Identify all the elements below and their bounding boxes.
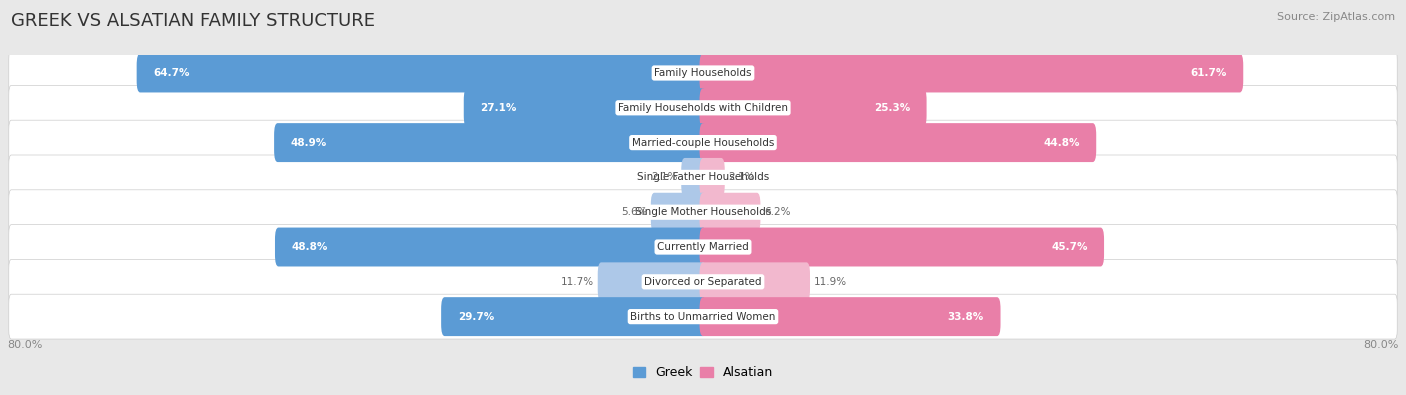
FancyBboxPatch shape bbox=[8, 294, 1398, 339]
FancyBboxPatch shape bbox=[700, 88, 927, 127]
Text: Source: ZipAtlas.com: Source: ZipAtlas.com bbox=[1277, 12, 1395, 22]
Text: 80.0%: 80.0% bbox=[7, 340, 42, 350]
Text: 27.1%: 27.1% bbox=[481, 103, 516, 113]
Text: GREEK VS ALSATIAN FAMILY STRUCTURE: GREEK VS ALSATIAN FAMILY STRUCTURE bbox=[11, 12, 375, 30]
Text: 25.3%: 25.3% bbox=[873, 103, 910, 113]
Text: Single Mother Households: Single Mother Households bbox=[636, 207, 770, 217]
FancyBboxPatch shape bbox=[700, 262, 810, 301]
Text: Married-couple Households: Married-couple Households bbox=[631, 137, 775, 148]
FancyBboxPatch shape bbox=[8, 51, 1398, 96]
Text: Family Households: Family Households bbox=[654, 68, 752, 78]
FancyBboxPatch shape bbox=[441, 297, 706, 336]
FancyBboxPatch shape bbox=[700, 158, 724, 197]
FancyBboxPatch shape bbox=[598, 262, 706, 301]
FancyBboxPatch shape bbox=[8, 225, 1398, 269]
Text: 11.7%: 11.7% bbox=[561, 277, 595, 287]
FancyBboxPatch shape bbox=[276, 228, 706, 267]
FancyBboxPatch shape bbox=[700, 193, 761, 232]
Legend: Greek, Alsatian: Greek, Alsatian bbox=[633, 366, 773, 379]
FancyBboxPatch shape bbox=[700, 123, 1097, 162]
Text: 64.7%: 64.7% bbox=[153, 68, 190, 78]
Text: 5.6%: 5.6% bbox=[621, 207, 647, 217]
Text: 11.9%: 11.9% bbox=[814, 277, 846, 287]
FancyBboxPatch shape bbox=[464, 88, 706, 127]
FancyBboxPatch shape bbox=[651, 193, 706, 232]
Text: 33.8%: 33.8% bbox=[948, 312, 984, 322]
FancyBboxPatch shape bbox=[700, 228, 1104, 267]
Text: Divorced or Separated: Divorced or Separated bbox=[644, 277, 762, 287]
Text: Currently Married: Currently Married bbox=[657, 242, 749, 252]
Text: 61.7%: 61.7% bbox=[1191, 68, 1226, 78]
FancyBboxPatch shape bbox=[8, 190, 1398, 235]
FancyBboxPatch shape bbox=[274, 123, 706, 162]
FancyBboxPatch shape bbox=[700, 297, 1001, 336]
Text: 45.7%: 45.7% bbox=[1052, 242, 1087, 252]
FancyBboxPatch shape bbox=[8, 120, 1398, 165]
FancyBboxPatch shape bbox=[8, 260, 1398, 304]
Text: Family Households with Children: Family Households with Children bbox=[619, 103, 787, 113]
FancyBboxPatch shape bbox=[8, 85, 1398, 130]
Text: 48.9%: 48.9% bbox=[291, 137, 326, 148]
Text: 29.7%: 29.7% bbox=[458, 312, 494, 322]
Text: 44.8%: 44.8% bbox=[1043, 137, 1080, 148]
Text: 2.1%: 2.1% bbox=[651, 172, 678, 182]
FancyBboxPatch shape bbox=[136, 54, 706, 92]
FancyBboxPatch shape bbox=[682, 158, 706, 197]
Text: 2.1%: 2.1% bbox=[728, 172, 755, 182]
Text: 80.0%: 80.0% bbox=[1364, 340, 1399, 350]
Text: 6.2%: 6.2% bbox=[763, 207, 790, 217]
Text: Single Father Households: Single Father Households bbox=[637, 172, 769, 182]
FancyBboxPatch shape bbox=[700, 54, 1243, 92]
Text: Births to Unmarried Women: Births to Unmarried Women bbox=[630, 312, 776, 322]
Text: 48.8%: 48.8% bbox=[291, 242, 328, 252]
FancyBboxPatch shape bbox=[8, 155, 1398, 200]
